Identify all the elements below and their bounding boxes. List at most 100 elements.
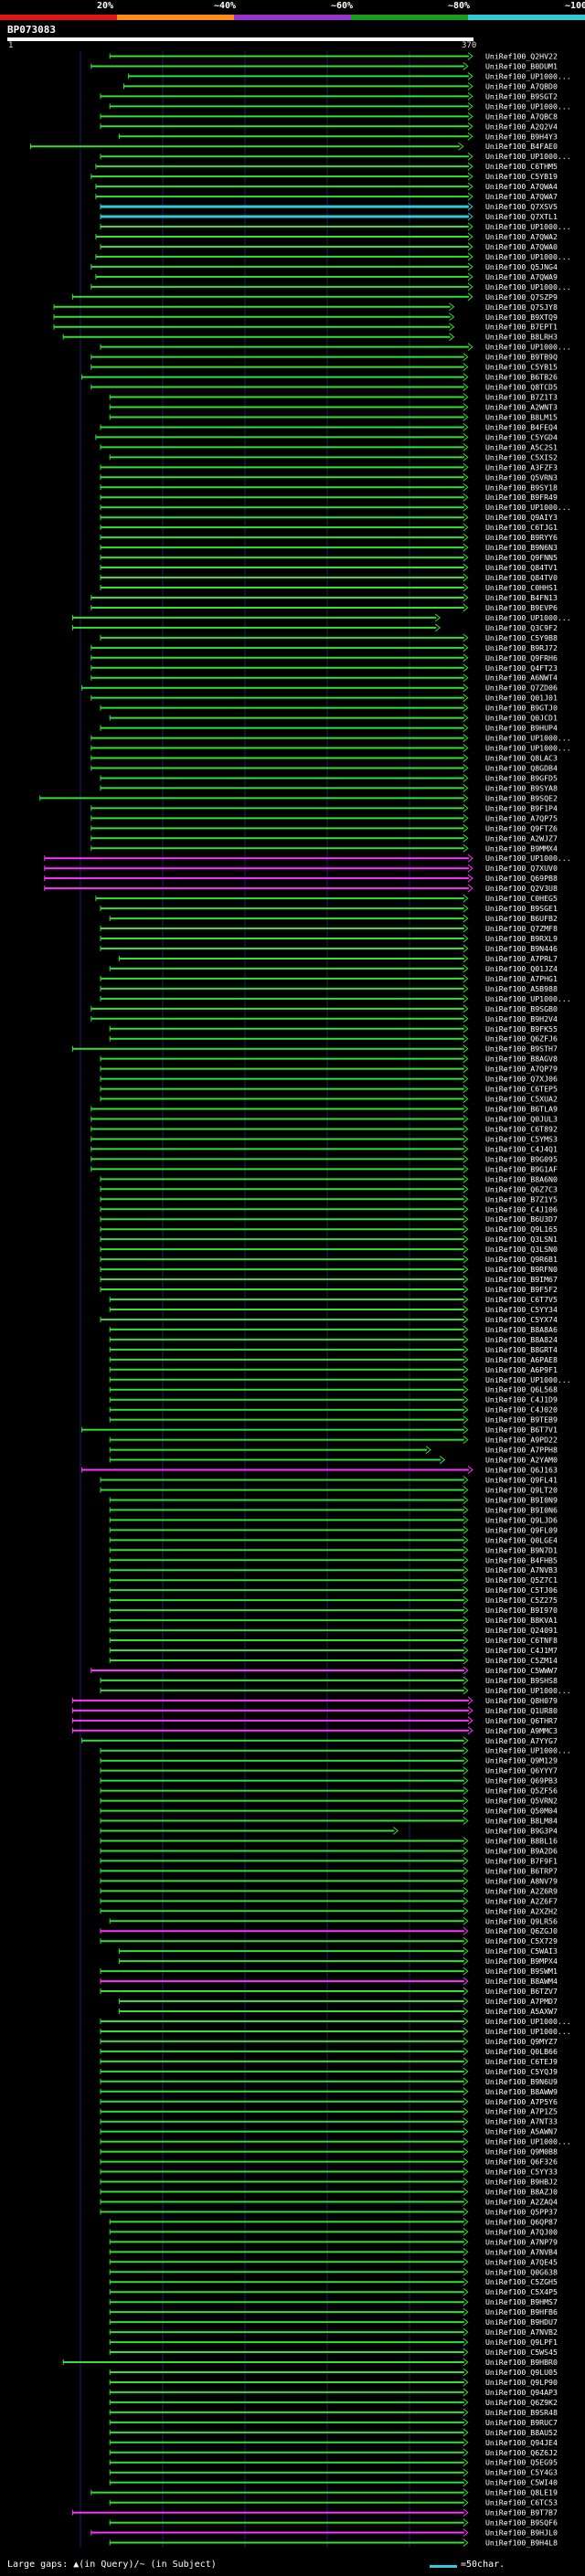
hit-row[interactable]: UniRef100_C4J4Q1 [90,1144,558,1153]
hit-accession-link[interactable]: UniRef100_UP1000... [485,503,571,512]
hit-accession-link[interactable]: UniRef100_B9F1P4 [485,803,558,812]
hit-row[interactable]: UniRef100_B9SY18 [100,482,558,492]
hit-row[interactable]: UniRef100_B6UFB2 [109,914,558,923]
hit-accession-link[interactable]: UniRef100_A6PAE8 [485,1355,558,1364]
hit-row[interactable]: UniRef100_Q5EG95 [109,2458,558,2467]
hit-row[interactable]: UniRef100_C5Y4G3 [109,2468,558,2477]
hit-row[interactable]: UniRef100_A7NVB4 [109,2247,558,2256]
hit-row[interactable]: UniRef100_A7QP79 [100,1065,558,1074]
hit-row[interactable]: UniRef100_Q9FL09 [109,1525,558,1534]
hit-accession-link[interactable]: UniRef100_B8LRH3 [485,333,558,342]
hit-row[interactable]: UniRef100_B9SQE2 [39,793,558,802]
hit-accession-link[interactable]: UniRef100_C4J4Q1 [485,1144,558,1153]
hit-accession-link[interactable]: UniRef100_A7YYG7 [485,1736,558,1745]
hit-row[interactable]: UniRef100_B6T7V1 [81,1426,558,1435]
hit-accession-link[interactable]: UniRef100_A7QP75 [485,813,558,822]
hit-accession-link[interactable]: UniRef100_B9SGB0 [485,1004,558,1013]
hit-row[interactable]: UniRef100_Q6Z9K2 [109,2398,558,2407]
hit-row[interactable]: UniRef100_B9H4Y3 [118,132,558,141]
hit-accession-link[interactable]: UniRef100_B8AGV8 [485,1055,558,1064]
hit-row[interactable]: UniRef100_A2Z6F7 [100,1896,558,1905]
hit-row[interactable]: UniRef100_UP1000... [109,101,571,111]
hit-accession-link[interactable]: UniRef100_Q9LJD6 [485,1515,558,1524]
hit-accession-link[interactable]: UniRef100_UP1000... [485,744,571,753]
hit-accession-link[interactable]: UniRef100_B8A6N0 [485,1174,558,1183]
hit-row[interactable]: UniRef100_A7P1Z5 [100,2107,558,2116]
hit-accession-link[interactable]: UniRef100_A7PRL7 [485,954,558,963]
hit-accession-link[interactable]: UniRef100_UP1000... [485,252,571,261]
hit-accession-link[interactable]: UniRef100_UP1000... [485,1375,571,1384]
hit-accession-link[interactable]: UniRef100_Q8GDB4 [485,763,558,772]
hit-row[interactable]: UniRef100_B9SGB0 [90,1004,558,1013]
hit-row[interactable]: UniRef100_B6TB26 [81,373,558,382]
hit-row[interactable]: UniRef100_A5C2S1 [100,442,558,451]
hit-row[interactable]: UniRef100_B9HUP4 [100,724,558,733]
hit-row[interactable]: UniRef100_C5Z275 [109,1595,558,1605]
hit-row[interactable]: UniRef100_UP1000... [90,734,571,743]
hit-accession-link[interactable]: UniRef100_C5YQJ9 [485,2067,558,2076]
hit-accession-link[interactable]: UniRef100_B0DUM1 [485,61,558,70]
hit-accession-link[interactable]: UniRef100_Q6F326 [485,2157,558,2167]
hit-accession-link[interactable]: UniRef100_Q3LSN0 [485,1245,558,1254]
hit-row[interactable]: UniRef100_Q8LE19 [90,2488,558,2497]
hit-accession-link[interactable]: UniRef100_Q9FL41 [485,1475,558,1484]
hit-accession-link[interactable]: UniRef100_B9GTJ0 [485,704,558,713]
hit-row[interactable]: UniRef100_Q7XUV0 [44,864,558,873]
hit-accession-link[interactable]: UniRef100_C6TEP5 [485,1085,558,1094]
hit-row[interactable]: UniRef100_Q6L568 [109,1385,558,1394]
hit-accession-link[interactable]: UniRef100_B8AWM4 [485,1977,558,1986]
hit-row[interactable]: UniRef100_Q2HV22 [109,51,558,60]
hit-row[interactable]: UniRef100_Q94JE4 [109,2438,558,2447]
hit-accession-link[interactable]: UniRef100_B9FR49 [485,493,558,502]
hit-row[interactable]: UniRef100_C5YMS3 [90,1134,558,1143]
hit-accession-link[interactable]: UniRef100_B9H4Y3 [485,132,558,141]
hit-row[interactable]: UniRef100_Q0JCD1 [109,714,558,723]
hit-accession-link[interactable]: UniRef100_Q0JUL3 [485,1115,558,1124]
hit-accession-link[interactable]: UniRef100_Q01JZ4 [485,964,558,973]
hit-accession-link[interactable]: UniRef100_B9HBJ2 [485,2178,558,2187]
hit-accession-link[interactable]: UniRef100_Q7ZD06 [485,684,558,693]
hit-accession-link[interactable]: UniRef100_A7PMD7 [485,1997,558,2006]
hit-accession-link[interactable]: UniRef100_C4J020 [485,1405,558,1415]
hit-row[interactable]: UniRef100_B8KVA1 [109,1616,558,1625]
hit-row[interactable]: UniRef100_Q1UR80 [71,1706,558,1715]
hit-row[interactable]: UniRef100_Q0JUL3 [90,1115,558,1124]
hit-accession-link[interactable]: UniRef100_B8AZJ0 [485,2187,558,2196]
hit-row[interactable]: UniRef100_A6PAE8 [109,1355,558,1364]
hit-row[interactable]: UniRef100_A2WJZ7 [90,833,558,843]
hit-row[interactable]: UniRef100_A9MMC3 [71,1726,558,1735]
hit-row[interactable]: UniRef100_A7QE45 [109,2257,558,2266]
hit-row[interactable]: UniRef100_Q7XJ06 [100,1075,558,1084]
hit-row[interactable]: UniRef100_A6NWT4 [90,673,558,683]
hit-row[interactable]: UniRef100_Q7XSV5 [100,202,558,211]
hit-row[interactable]: UniRef100_Q8GDB4 [90,763,558,772]
hit-accession-link[interactable]: UniRef100_C4J106 [485,1204,558,1214]
hit-row[interactable]: UniRef100_UP1000... [90,282,571,292]
hit-row[interactable]: UniRef100_A7NVB3 [109,1565,558,1574]
hit-accession-link[interactable]: UniRef100_UP1000... [485,2027,571,2036]
hit-row[interactable]: UniRef100_B9H4L8 [109,2539,558,2548]
hit-accession-link[interactable]: UniRef100_Q5Z7C1 [485,1575,558,1585]
hit-accession-link[interactable]: UniRef100_Q0JCD1 [485,714,558,723]
hit-accession-link[interactable]: UniRef100_B4FN13 [485,593,558,602]
hit-accession-link[interactable]: UniRef100_Q3C9F2 [485,623,558,632]
hit-row[interactable]: UniRef100_Q9LR56 [109,1916,558,1925]
hit-row[interactable]: UniRef100_A7NP79 [109,2237,558,2246]
hit-row[interactable]: UniRef100_B9A2D6 [100,1846,558,1855]
hit-accession-link[interactable]: UniRef100_UP1000... [485,101,571,111]
hit-accession-link[interactable]: UniRef100_C5X729 [485,1936,558,1945]
hit-accession-link[interactable]: UniRef100_B4FAE0 [485,142,558,151]
hit-accession-link[interactable]: UniRef100_Q5PP37 [485,2207,558,2216]
hit-row[interactable]: UniRef100_A7PPH8 [109,1446,558,1455]
hit-accession-link[interactable]: UniRef100_A6NWT4 [485,673,558,683]
hit-row[interactable]: UniRef100_Q9LP90 [109,2378,558,2387]
hit-accession-link[interactable]: UniRef100_A7P5Y6 [485,2097,558,2106]
hit-accession-link[interactable]: UniRef100_Q2V3U8 [485,884,558,893]
hit-row[interactable]: UniRef100_Q9LT20 [100,1485,558,1494]
hit-row[interactable]: UniRef100_Q6Z6J2 [109,2448,558,2457]
hit-accession-link[interactable]: UniRef100_C5TJ06 [485,1585,558,1595]
hit-accession-link[interactable]: UniRef100_Q5VRN3 [485,472,558,482]
hit-row[interactable]: UniRef100_B8LM84 [100,1817,558,1826]
hit-accession-link[interactable]: UniRef100_Q8H079 [485,1696,558,1705]
hit-row[interactable]: UniRef100_Q0G638 [109,2267,558,2276]
